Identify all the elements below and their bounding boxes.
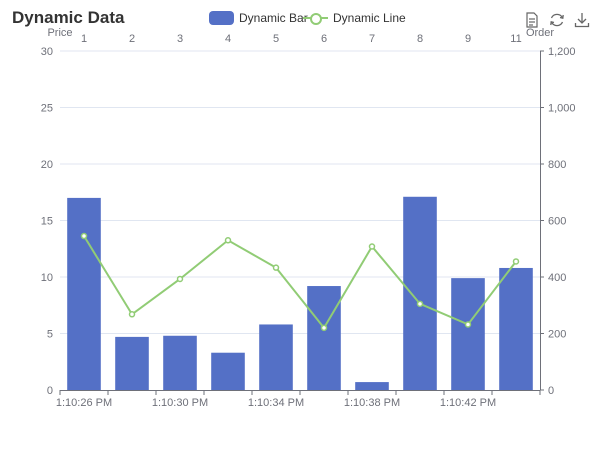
legend-item-bar[interactable]: Dynamic Bar [209, 10, 308, 26]
x-top-tick-label: 8 [417, 33, 423, 45]
bar [355, 382, 389, 390]
legend: Dynamic Bar Dynamic Line [0, 10, 600, 26]
line-point [368, 243, 376, 250]
line-point [320, 324, 328, 332]
y-right-tick-label: 1,000 [548, 103, 576, 115]
line-point [80, 232, 88, 240]
y-right-tick-label: 200 [548, 329, 566, 341]
y-right-tick-label: 0 [548, 385, 554, 397]
line-point [128, 311, 136, 318]
toolbox [524, 12, 590, 28]
x-top-tick-label: 4 [225, 33, 231, 45]
x-bottom-tick-label: 1:10:42 PM [440, 397, 496, 409]
line-point [512, 258, 520, 265]
x-top-tick-label: 1 [81, 33, 87, 45]
x-top-tick-label: 11 [510, 33, 521, 45]
x-top-tick-label: 9 [465, 33, 471, 45]
chart-title: Dynamic Data [12, 8, 125, 27]
save-image-icon[interactable] [574, 12, 590, 28]
legend-bar-swatch [209, 11, 234, 25]
y-left-tick-label: 20 [41, 159, 53, 171]
y-left-axis-name: Price [47, 27, 72, 39]
legend-label-bar: Dynamic Bar [239, 11, 308, 25]
y-left-tick-label: 5 [47, 329, 53, 341]
x-bottom-tick-label: 1:10:30 PM [152, 397, 208, 409]
bar [403, 196, 437, 390]
y-right-tick-label: 800 [548, 159, 566, 171]
bar [307, 286, 341, 390]
line-point [416, 300, 424, 308]
y-left-tick-label: 10 [41, 272, 53, 284]
legend-label-line: Dynamic Line [333, 11, 406, 25]
x-top-tick-label: 5 [273, 33, 279, 45]
y-right-tick-label: 600 [548, 216, 566, 228]
legend-line-swatch [303, 11, 328, 25]
line-point [176, 275, 184, 283]
line-point [224, 237, 232, 244]
legend-item-line[interactable]: Dynamic Line [303, 10, 406, 26]
y-left-tick-label: 15 [41, 216, 53, 228]
bar [499, 267, 533, 390]
line-series [83, 235, 517, 330]
x-top-tick-label: 6 [321, 33, 327, 45]
x-bottom-tick-label: 1:10:26 PM [56, 397, 112, 409]
x-top-tick-label: 2 [129, 33, 135, 45]
y-left-tick-label: 30 [41, 46, 53, 58]
bar [451, 278, 485, 390]
restore-icon[interactable] [549, 12, 565, 28]
y-right-tick-label: 400 [548, 272, 566, 284]
bar [115, 336, 149, 390]
x-bottom-tick-label: 1:10:34 PM [248, 397, 304, 409]
y-left-tick-label: 25 [41, 103, 53, 115]
x-top-tick-label: 3 [177, 33, 183, 45]
bar [67, 197, 101, 390]
y-left-tick-label: 0 [47, 385, 53, 397]
x-top-tick-label: 7 [369, 33, 375, 45]
bar [211, 352, 245, 390]
y-right-axis-name: Order [526, 27, 554, 39]
bar [259, 324, 293, 390]
bar [163, 335, 197, 390]
data-view-icon[interactable] [524, 12, 540, 28]
line-point [464, 321, 472, 328]
line-point [272, 264, 280, 271]
x-bottom-tick-label: 1:10:38 PM [344, 397, 400, 409]
y-right-tick-label: 1,200 [548, 46, 576, 58]
